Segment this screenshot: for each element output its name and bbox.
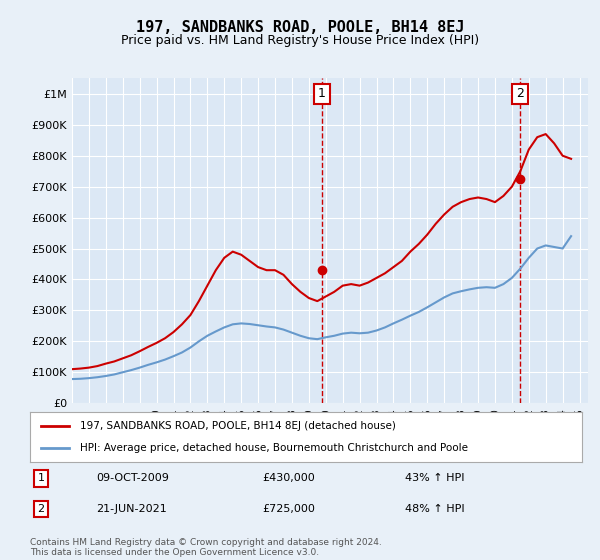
Text: Price paid vs. HM Land Registry's House Price Index (HPI): Price paid vs. HM Land Registry's House … — [121, 34, 479, 46]
Text: 48% ↑ HPI: 48% ↑ HPI — [406, 504, 465, 514]
Text: Contains HM Land Registry data © Crown copyright and database right 2024.
This d: Contains HM Land Registry data © Crown c… — [30, 538, 382, 557]
Text: 1: 1 — [318, 87, 326, 100]
Text: 197, SANDBANKS ROAD, POOLE, BH14 8EJ (detached house): 197, SANDBANKS ROAD, POOLE, BH14 8EJ (de… — [80, 421, 395, 431]
Text: 1: 1 — [38, 473, 44, 483]
Text: 21-JUN-2021: 21-JUN-2021 — [96, 504, 167, 514]
Text: 2: 2 — [37, 504, 44, 514]
Text: 197, SANDBANKS ROAD, POOLE, BH14 8EJ: 197, SANDBANKS ROAD, POOLE, BH14 8EJ — [136, 20, 464, 35]
Text: £430,000: £430,000 — [262, 473, 314, 483]
Text: 09-OCT-2009: 09-OCT-2009 — [96, 473, 169, 483]
Text: 43% ↑ HPI: 43% ↑ HPI — [406, 473, 465, 483]
Text: HPI: Average price, detached house, Bournemouth Christchurch and Poole: HPI: Average price, detached house, Bour… — [80, 443, 467, 453]
Text: £725,000: £725,000 — [262, 504, 315, 514]
Text: 2: 2 — [516, 87, 524, 100]
